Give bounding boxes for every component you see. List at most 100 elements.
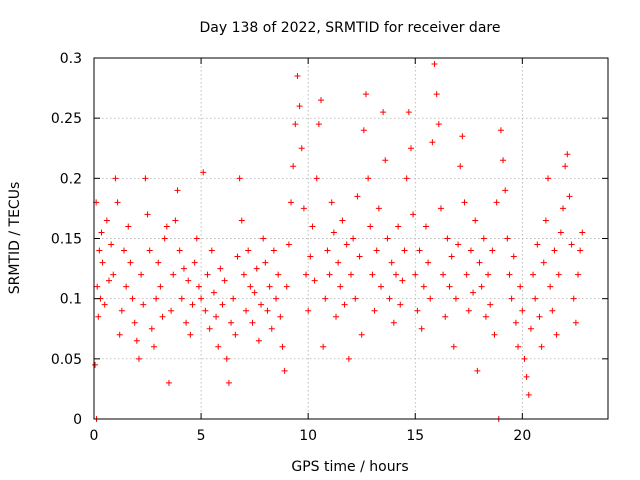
data-point: [320, 343, 327, 350]
data-point: [225, 379, 232, 386]
data-point: [500, 157, 507, 164]
data-point: [187, 331, 194, 338]
data-point: [517, 283, 524, 290]
data-point: [157, 283, 164, 290]
data-point: [236, 175, 243, 182]
data-point: [442, 313, 449, 320]
data-point: [279, 343, 286, 350]
data-point: [527, 325, 534, 332]
data-point: [360, 127, 367, 134]
data-point: [487, 301, 494, 308]
data-point: [195, 283, 202, 290]
data-point: [127, 259, 134, 266]
data-point: [467, 247, 474, 254]
data-point: [545, 175, 552, 182]
data-point: [542, 217, 549, 224]
data-point: [228, 319, 235, 326]
data-point: [92, 361, 99, 368]
data-point: [180, 265, 187, 272]
data-point: [230, 295, 237, 302]
data-point: [258, 301, 265, 308]
data-points: [92, 61, 586, 422]
data-point: [144, 211, 151, 218]
data-point: [112, 175, 119, 182]
data-point: [420, 283, 427, 290]
data-point: [388, 259, 395, 266]
data-point: [536, 313, 543, 320]
axis-ticks: [93, 57, 608, 420]
data-point: [277, 313, 284, 320]
data-point: [168, 307, 175, 314]
data-point: [410, 211, 417, 218]
data-point: [223, 355, 230, 362]
data-point: [392, 271, 399, 278]
data-point: [232, 331, 239, 338]
data-point: [384, 235, 391, 242]
data-point: [560, 205, 567, 212]
y-tick-label: 0.05: [51, 352, 82, 368]
data-point: [506, 271, 513, 278]
data-point: [461, 199, 468, 206]
data-point: [352, 295, 359, 302]
data-point: [455, 241, 462, 248]
data-point: [133, 337, 140, 344]
data-point: [155, 259, 162, 266]
data-point: [365, 175, 372, 182]
x-tick-labels: 0 5 10 15 20: [90, 428, 532, 444]
data-point: [185, 277, 192, 284]
data-point: [294, 73, 301, 80]
data-point: [318, 97, 325, 104]
data-point: [234, 253, 241, 260]
data-point: [369, 271, 376, 278]
data-point: [178, 295, 185, 302]
data-point: [253, 265, 260, 272]
data-point: [538, 343, 545, 350]
data-point: [414, 307, 421, 314]
data-point: [110, 271, 117, 278]
data-point: [373, 247, 380, 254]
data-point: [523, 373, 530, 380]
data-point: [457, 163, 464, 170]
x-tick-label: 5: [197, 428, 206, 444]
data-point: [566, 193, 573, 200]
data-point: [96, 247, 103, 254]
data-point: [562, 163, 569, 170]
data-point: [350, 235, 357, 242]
data-point: [377, 283, 384, 290]
data-point: [519, 307, 526, 314]
data-point: [296, 103, 303, 110]
data-point: [382, 157, 389, 164]
data-point: [120, 247, 127, 254]
data-point: [305, 307, 312, 314]
data-point: [418, 325, 425, 332]
data-point: [114, 199, 121, 206]
data-point: [260, 235, 267, 242]
data-point: [94, 283, 101, 290]
data-point: [510, 253, 517, 260]
data-point: [405, 109, 412, 116]
data-point: [440, 271, 447, 278]
data-point: [348, 271, 354, 278]
data-point: [266, 283, 273, 290]
data-point: [131, 319, 138, 326]
data-point: [508, 295, 515, 302]
y-tick-labels: 0 0.05 0.1 0.15 0.2 0.25 0.3: [51, 51, 82, 428]
data-point: [390, 319, 397, 326]
data-point: [463, 271, 470, 278]
data-point: [118, 307, 125, 314]
y-tick-label: 0.15: [51, 232, 82, 248]
data-point: [386, 295, 393, 302]
data-point: [416, 247, 423, 254]
x-tick-label: 10: [299, 428, 317, 444]
data-point: [572, 319, 579, 326]
data-point: [568, 241, 575, 248]
data-point: [356, 253, 363, 260]
data-point: [150, 343, 157, 350]
data-point: [105, 277, 112, 284]
data-point: [206, 325, 213, 332]
data-point: [249, 319, 256, 326]
data-point: [163, 223, 170, 230]
data-point: [165, 379, 172, 386]
data-point: [427, 295, 434, 302]
